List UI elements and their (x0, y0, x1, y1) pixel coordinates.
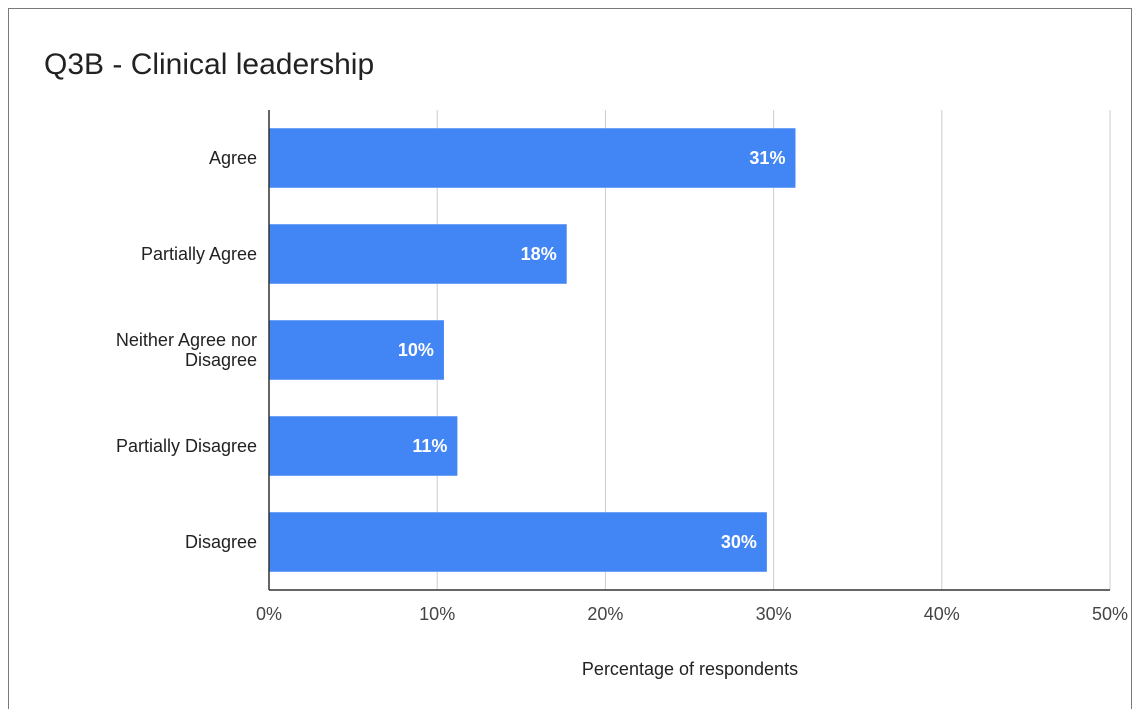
category-label: Agree (209, 148, 257, 168)
bars (269, 128, 796, 572)
category-label: Neither Agree nor Disagree (116, 330, 257, 370)
chart-frame (8, 8, 1132, 709)
x-axis-title: Percentage of respondents (582, 659, 798, 679)
x-tick-label: 20% (587, 604, 623, 624)
x-tick-label: 30% (756, 604, 792, 624)
category-label: Partially Disagree (116, 436, 257, 456)
bar-data-label: 30% (721, 532, 757, 552)
bar (269, 224, 567, 284)
bar-data-label: 18% (521, 244, 557, 264)
bar-data-label: 11% (412, 436, 447, 456)
category-label: Disagree (185, 532, 257, 552)
x-tick-label: 0% (256, 604, 282, 624)
bar (269, 128, 796, 188)
bar (269, 320, 444, 380)
bar (269, 416, 458, 476)
category-label: Partially Agree (141, 244, 257, 264)
x-tick-label: 50% (1092, 604, 1128, 624)
chart-title: Q3B - Clinical leadership (44, 48, 375, 81)
x-tick-label: 40% (924, 604, 960, 624)
x-tick-label: 10% (419, 604, 455, 624)
bar (269, 512, 767, 572)
labels: 0% 10% 20% 30% 40% 50% 31% Agree 18% Partially Ag… (116, 148, 1128, 624)
bar-data-label: 10% (398, 340, 434, 360)
bar-data-label: 31% (749, 148, 785, 168)
gridlines (436, 110, 1111, 590)
axes (268, 110, 1110, 591)
